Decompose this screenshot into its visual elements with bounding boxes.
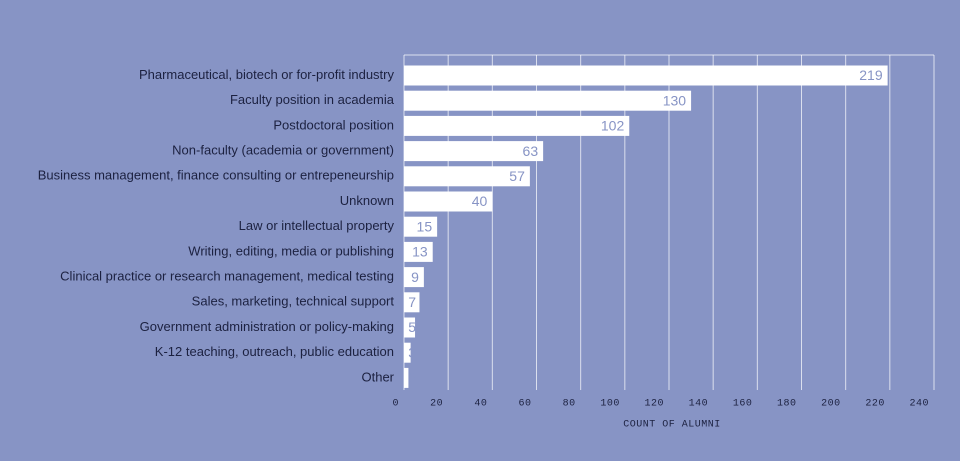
x-tick-label: 180	[777, 399, 797, 410]
value-label: 40	[472, 193, 488, 209]
x-tick-label: 80	[563, 399, 576, 410]
value-label: 219	[859, 67, 883, 83]
x-tick-label: 160	[733, 399, 753, 410]
x-tick-label: 0	[392, 399, 399, 410]
x-tick-label: 220	[865, 399, 885, 410]
y-tick-label: Other	[361, 369, 394, 384]
x-tick-label: 140	[689, 399, 709, 410]
bar	[404, 367, 409, 388]
y-tick-label: Clinical practice or research management…	[60, 269, 394, 284]
bar	[404, 166, 530, 187]
x-tick-label: 240	[909, 399, 929, 410]
bar	[404, 292, 420, 313]
value-label: 2	[408, 370, 416, 386]
x-tick-label: 120	[644, 399, 664, 410]
y-tick-label: Non-faculty (academia or government)	[172, 143, 394, 158]
value-label: 5	[408, 319, 416, 335]
bar	[404, 65, 888, 86]
bar	[404, 90, 692, 111]
x-tick-label: 40	[474, 399, 487, 410]
value-label: 102	[601, 118, 625, 134]
x-tick-label: 200	[821, 399, 841, 410]
bar	[404, 115, 630, 136]
x-tick-label: 60	[518, 399, 531, 410]
bar	[404, 216, 438, 237]
y-tick-label: Postdoctoral position	[273, 117, 394, 132]
x-axis-title: COUNT OF ALUMNI	[623, 420, 721, 431]
bar	[404, 141, 544, 162]
y-tick-label: Writing, editing, media or publishing	[188, 243, 394, 258]
value-label: 57	[509, 168, 525, 184]
value-label: 9	[411, 269, 419, 285]
value-label: 15	[417, 218, 433, 234]
bar	[404, 241, 433, 262]
bar	[404, 267, 424, 288]
bar	[404, 191, 493, 212]
x-tick-label: 100	[600, 399, 620, 410]
bar	[404, 342, 411, 363]
y-tick-label: Government administration or policy-maki…	[140, 319, 394, 334]
value-label: 3	[408, 344, 416, 360]
y-tick-label: Law or intellectual property	[239, 218, 395, 233]
y-tick-label: Pharmaceutical, biotech or for-profit in…	[139, 67, 395, 82]
y-tick-label: Sales, marketing, technical support	[192, 294, 395, 309]
value-label: 130	[663, 92, 687, 108]
y-tick-label: Business management, finance consulting …	[38, 168, 394, 183]
value-label: 7	[408, 294, 416, 310]
y-tick-label: Faculty position in academia	[230, 92, 395, 107]
value-label: 13	[412, 244, 428, 260]
value-label: 63	[523, 143, 539, 159]
y-tick-label: Unknown	[340, 193, 394, 208]
bar	[404, 317, 416, 338]
x-tick-label: 20	[430, 399, 443, 410]
y-tick-label: K-12 teaching, outreach, public educatio…	[155, 344, 394, 359]
